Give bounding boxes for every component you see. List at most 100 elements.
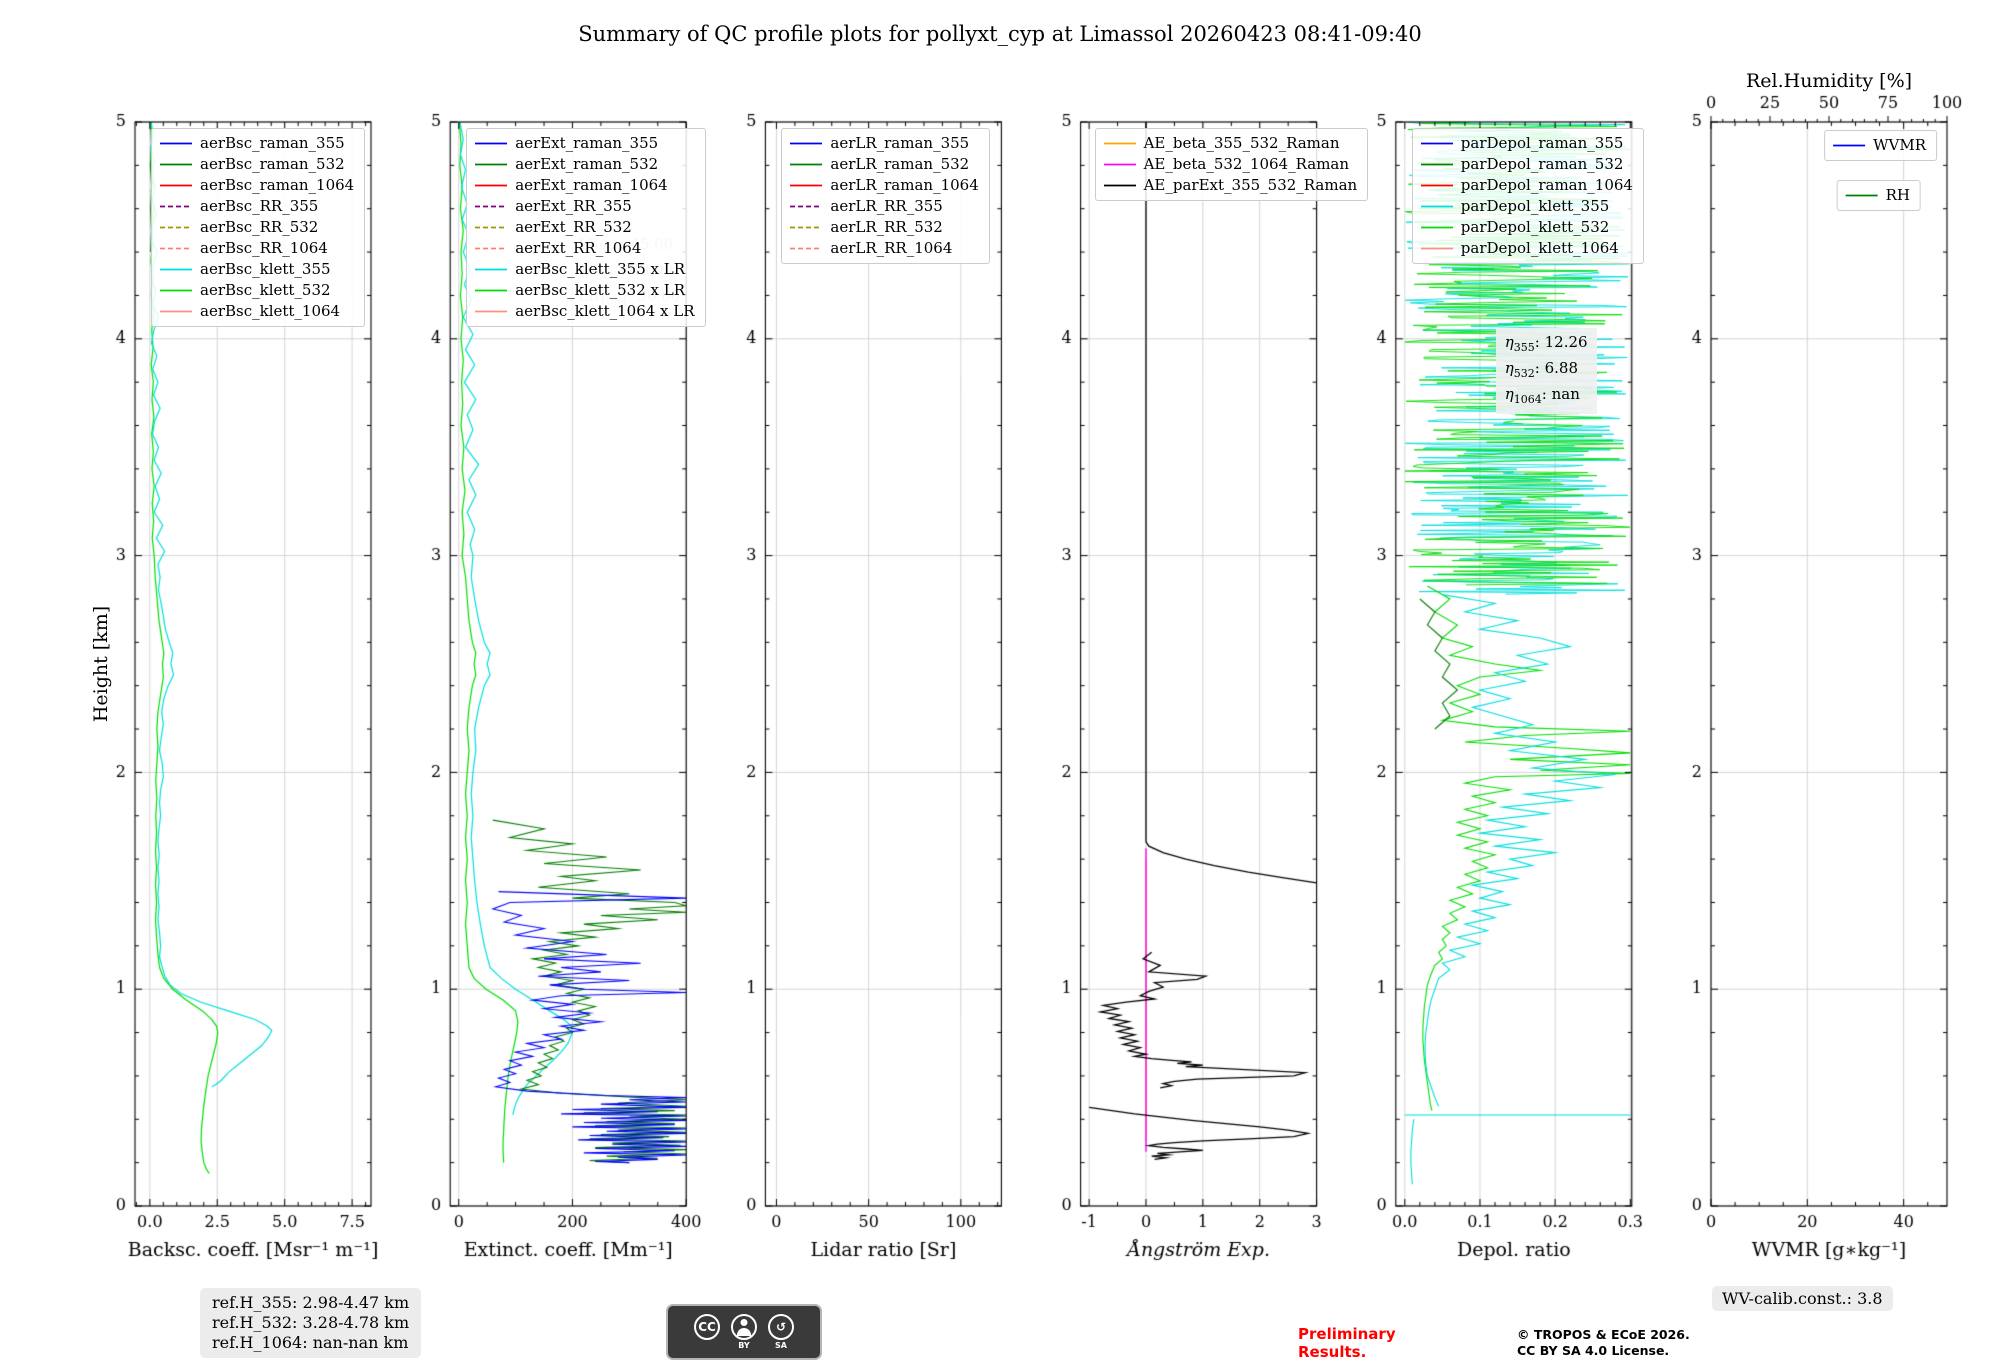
legend-entry-label: aerExt_RR_532 [515,218,632,236]
legend-entry: aerLR_RR_1064 [789,239,978,258]
cc-logo-column: CC [694,1313,720,1351]
legend-entry-label: aerLR_raman_1064 [830,176,979,194]
legend-line-sample-icon [1103,184,1136,187]
legend-entry: parDepol_raman_1064 [1420,176,1633,195]
legend-entry: aerLR_raman_355 [789,134,978,153]
stamp-line: Results. [1298,1343,1367,1360]
cc-spacer [706,1341,709,1351]
legend-line-sample-icon [475,142,508,145]
legend-entry: aerBsc_klett_355 [159,260,354,279]
legend-line-sample-icon [160,163,192,166]
legend-line-sample-icon [1420,226,1453,229]
lidar-ratio-legend: aerLR_raman_355 aerLR_raman_532 aerLR_rama… [781,128,990,264]
legend-entry: aerBsc_raman_1064 [159,176,354,195]
legend-entry: parDepol_klett_532 [1420,218,1633,237]
legend-entry: aerBsc_raman_532 [159,155,354,174]
legend-entry: RH [1845,186,1910,205]
legend-line-sample-icon [1420,142,1453,145]
legend-entry: aerBsc_RR_532 [159,218,354,237]
legend-entry-label: aerBsc_klett_532 x LR [515,281,685,299]
cc-by-label: BY [738,1340,750,1350]
cc-sa-arrow-icon: ↺ [768,1313,794,1340]
legend-entry-label: aerLR_RR_355 [830,197,943,215]
legend-entry-label: parDepol_klett_355 [1460,197,1610,215]
legend-entry-label: parDepol_raman_355 [1460,134,1624,152]
legend-line-sample-icon [1420,163,1453,166]
annotation-line: η532: 6.88 [1504,359,1579,380]
legend-entry-label: parDepol_klett_532 [1460,218,1610,236]
legend-entry: aerBsc_raman_355 [159,134,354,153]
legend-entry-label: aerBsc_raman_532 [200,155,345,173]
legend-entry: aerBsc_klett_1064 [159,302,354,321]
legend-entry-label: aerBsc_klett_355 x LR [515,260,685,278]
legend-line-sample-icon [790,205,823,208]
annotation-line: η1064: nan [1504,385,1580,406]
legend-line-sample-icon [1833,144,1866,147]
legend-entry-label: AE_beta_532_1064_Raman [1143,155,1350,173]
legend-line-sample-icon [790,142,823,145]
extinction-legend: aerExt_raman_355 aerExt_raman_532 aerExt_r… [466,128,706,327]
legend-line-sample-icon [475,310,508,313]
legend-entry-label: aerLR_RR_532 [830,218,943,236]
legend-entry-label: aerExt_RR_1064 [515,239,642,257]
legend-line-sample-icon [475,163,508,166]
legend-entry-label: parDepol_raman_532 [1460,155,1624,173]
legend-line-sample-icon [1420,184,1453,187]
legend-line-sample-icon [475,289,508,292]
legend-line-sample-icon [160,289,192,292]
legend-entry-label: aerBsc_klett_1064 [200,302,341,320]
ref-height-1064: ref.H_1064: nan-nan km [212,1333,409,1352]
legend-entry: AE_parExt_355_532_Raman [1103,176,1358,195]
legend-entry: aerExt_raman_355 [474,134,694,153]
legend-entry-label: aerExt_raman_355 [515,134,659,152]
ref-height-532: ref.H_532: 3.28-4.78 km [212,1313,410,1332]
legend-line-sample-icon [790,226,823,229]
legend-entry-label: aerBsc_raman_355 [200,134,345,152]
legend-line-sample-icon [475,226,508,229]
legend-entry: aerExt_RR_1064 [474,239,694,258]
legend-entry: aerLR_raman_532 [789,155,978,174]
cc-icon: CC [694,1313,720,1340]
legend-entry: parDepol_raman_355 [1420,134,1633,153]
legend-line-sample-icon [790,247,823,250]
legend-line-sample-icon [1845,194,1878,197]
legend-entry: aerBsc_RR_355 [159,197,354,216]
legend-entry-label: aerBsc_raman_1064 [200,176,355,194]
legend-entry-label: aerLR_raman_532 [830,155,970,173]
legend-line-sample-icon [790,184,823,187]
legend-line-sample-icon [160,310,192,313]
legend-entry: AE_beta_532_1064_Raman [1103,155,1358,174]
legend-entry: aerLR_RR_355 [789,197,978,216]
legend-line-sample-icon [160,205,192,208]
legend-entry: aerBsc_RR_1064 [159,239,354,258]
cc-license-badge: CC BY ↺ SA [666,1304,822,1360]
cc-sa-column: ↺ SA [768,1313,794,1351]
copyright-line: CC BY SA 4.0 License. [1517,1343,1670,1358]
depol-annotation: η355: 12.26 η532: 6.88 η1064: nan [1495,328,1597,414]
legend-entry-label: AE_beta_355_532_Raman [1143,134,1340,152]
stamp-line: Preliminary [1298,1325,1396,1343]
legend-entry-label: parDepol_raman_1064 [1460,176,1633,194]
legend-entry-label: AE_parExt_355_532_Raman [1143,176,1358,194]
wv-calibration-box: WV-calib.const.: 3.8 [1712,1286,1893,1311]
reference-heights-box: ref.H_355: 2.98-4.47 km ref.H_532: 3.28-… [200,1288,422,1358]
legend-entry: AE_beta_355_532_Raman [1103,134,1358,153]
wvmr-legend-2: RH [1836,180,1921,211]
legend-line-sample-icon [475,184,508,187]
legend-entry: aerBsc_klett_532 [159,281,354,300]
legend-line-sample-icon [1103,163,1136,166]
legend-line-sample-icon [160,226,192,229]
legend-entry: aerExt_RR_355 [474,197,694,216]
legend-entry: aerExt_RR_532 [474,218,694,237]
preliminary-results-stamp: Preliminary Results. [1298,1325,1396,1360]
legend-entry-label: aerExt_raman_532 [515,155,659,173]
wvmr-legend: WVMR [1824,130,1937,161]
copyright-text: © TROPOS & ECoE 2026. CC BY SA 4.0 Licen… [1517,1327,1690,1359]
legend-line-sample-icon [160,247,192,250]
legend-line-sample-icon [160,142,192,145]
legend-entry: parDepol_klett_355 [1420,197,1633,216]
legend-line-sample-icon [475,268,508,271]
angstroem-legend: AE_beta_355_532_Raman AE_beta_532_1064_Ra… [1094,128,1369,201]
legend-entry-label: aerBsc_RR_532 [200,218,319,236]
legend-line-sample-icon [475,205,508,208]
